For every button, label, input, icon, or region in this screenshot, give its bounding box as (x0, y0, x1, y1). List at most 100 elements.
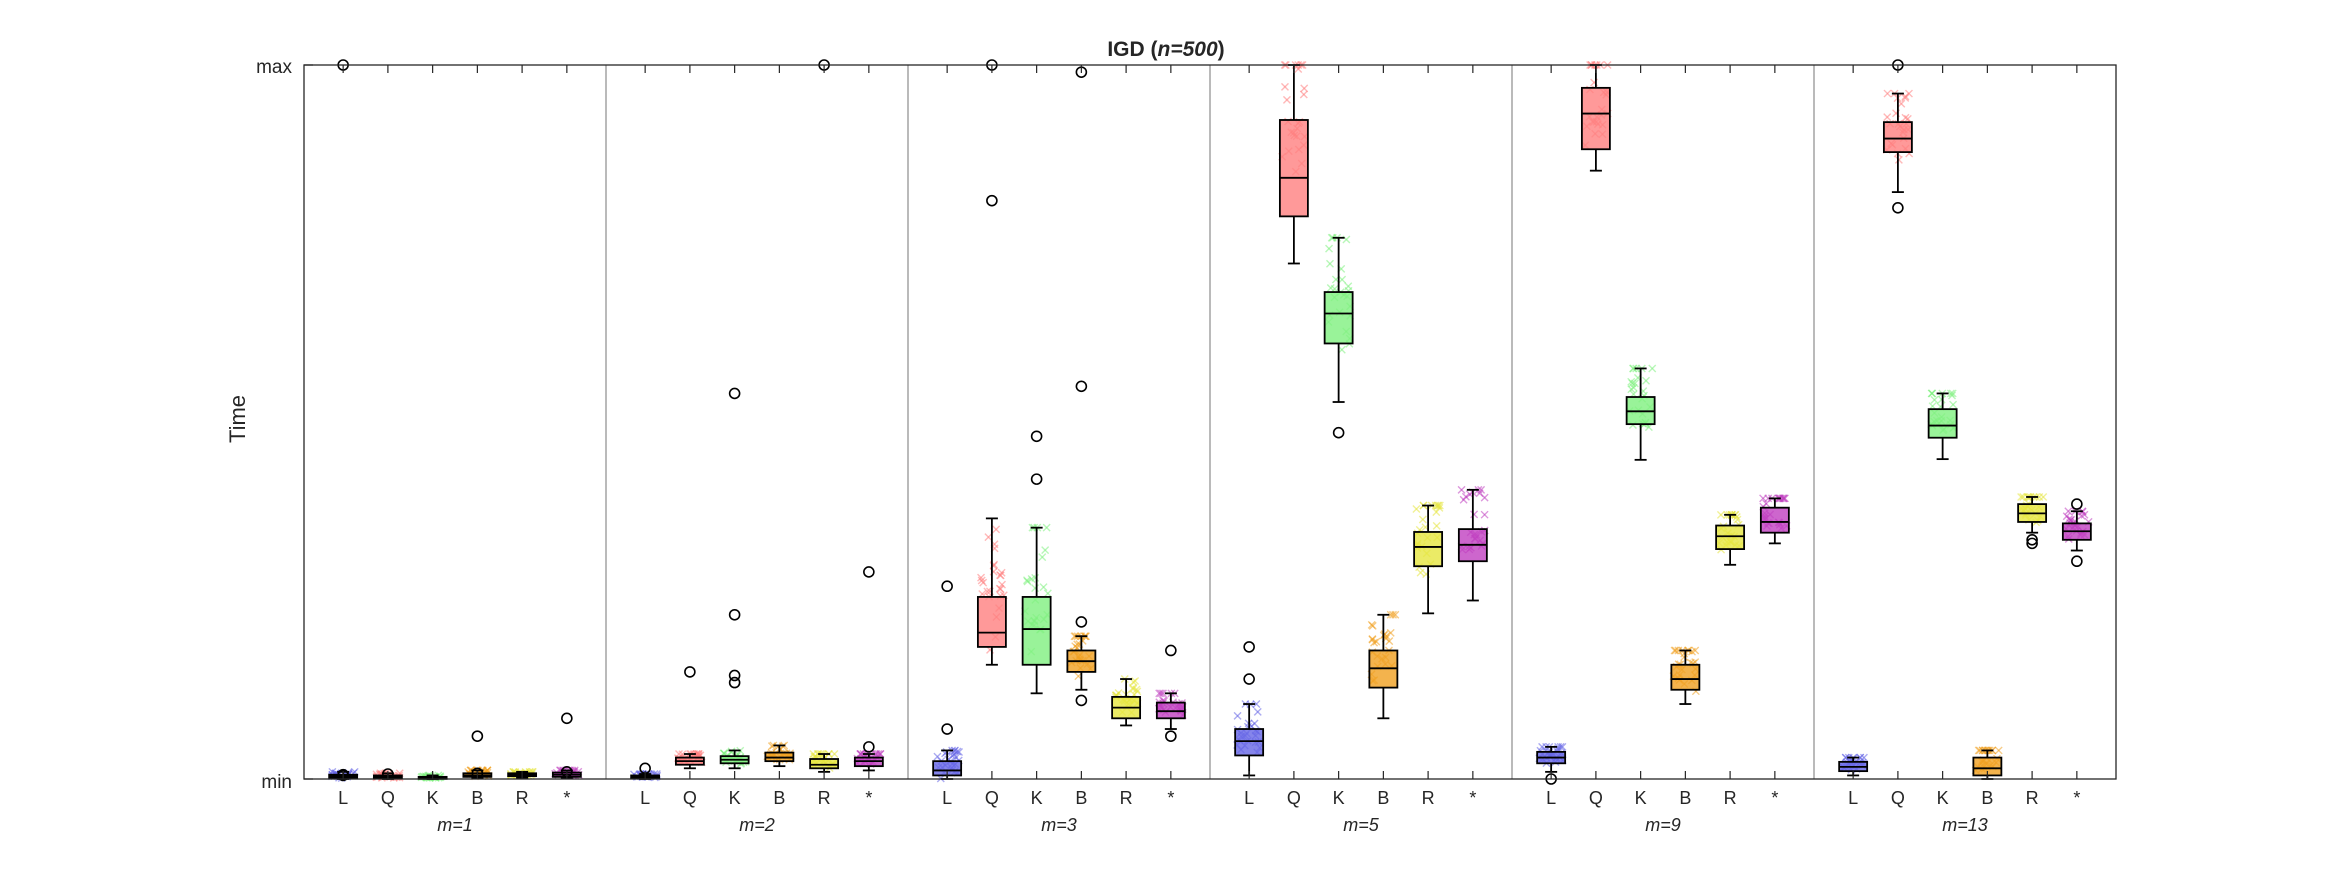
category-label: K (427, 788, 439, 808)
plot-frame (303, 64, 2117, 780)
y-tick-label-max: max (256, 57, 292, 78)
outlier-point (1243, 673, 1255, 685)
jitter-point (983, 587, 992, 596)
box (1021, 596, 1052, 666)
jitter-point (1023, 577, 1032, 586)
box (1759, 506, 1790, 534)
category-label: K (1937, 788, 1949, 808)
jitter-point (955, 748, 964, 757)
category-label: L (1546, 788, 1556, 808)
jitter-point (1680, 653, 1689, 662)
outlier-point (728, 608, 741, 621)
panel-label: m=3 (1041, 815, 1077, 835)
jitter-point (1994, 746, 2003, 755)
jitter-point (933, 752, 942, 761)
y-tick-label-min: min (261, 772, 292, 793)
category-label: * (1771, 788, 1778, 808)
jitter-point (1759, 494, 1768, 503)
jitter-point (1233, 711, 1242, 720)
category-label: R (516, 788, 529, 808)
outlier-point (863, 566, 875, 578)
jitter-point (767, 742, 776, 751)
outlier-point (1332, 426, 1345, 439)
jitter-point (1041, 546, 1050, 555)
jitter-point (1629, 364, 1638, 373)
category-label: B (1075, 788, 1087, 808)
jitter-point (1432, 508, 1441, 517)
outlier-point (471, 730, 484, 742)
category-label: K (1031, 788, 1043, 808)
jitter-point (1433, 501, 1442, 510)
jitter-point (1475, 489, 1484, 498)
outlier-point (941, 580, 953, 593)
jitter-point (876, 750, 885, 759)
y-axis-label: Time (225, 395, 250, 443)
jitter-point (1927, 389, 1936, 398)
outlier-point (728, 387, 741, 400)
jitter-point (1386, 610, 1395, 619)
outlier-point (337, 768, 349, 781)
panel-label: m=1 (437, 815, 473, 835)
outlier-point (2026, 537, 2038, 550)
jitter-point (856, 750, 865, 759)
box (1278, 119, 1309, 218)
jitter-point (1974, 746, 1983, 755)
jitter-point (1038, 553, 1047, 562)
category-label: K (1635, 788, 1647, 808)
jitter-point (1461, 492, 1470, 501)
jitter-point (977, 573, 986, 582)
category-label: R (818, 788, 831, 808)
outlier-point (2071, 498, 2083, 510)
jitter-point (2017, 492, 2026, 501)
jitter-point (1372, 637, 1381, 646)
jitter-point (2064, 507, 2073, 516)
jitter-point (1554, 742, 1563, 751)
category-label: * (1167, 788, 1174, 808)
panel-label: m=9 (1645, 815, 1681, 835)
category-label: B (471, 788, 483, 808)
jitter-point (1280, 82, 1289, 91)
jitter-point (1338, 275, 1347, 284)
jitter-point (1294, 64, 1303, 73)
jitter-point (1386, 628, 1395, 637)
jitter-point (1133, 687, 1142, 696)
outlier-point (728, 676, 741, 689)
outlier-point (1892, 202, 1904, 214)
jitter-point (1670, 646, 1679, 655)
category-label: L (1848, 788, 1858, 808)
outlier-point (561, 712, 573, 725)
category-label: B (1981, 788, 1993, 808)
category-label: * (2073, 788, 2080, 808)
jitter-point (1470, 510, 1479, 519)
category-label: L (338, 788, 348, 808)
panel-label: m=5 (1343, 815, 1380, 835)
category-label: Q (381, 788, 395, 808)
box (1323, 291, 1354, 345)
jitter-point (2080, 510, 2089, 519)
jitter-point (1253, 707, 1262, 716)
jitter-point (1300, 84, 1309, 93)
box (1882, 121, 1913, 154)
jitter-point (1344, 282, 1353, 291)
outlier-point (2071, 555, 2083, 568)
jitter-point (977, 576, 986, 585)
box (1670, 663, 1701, 691)
jitter-point (1070, 632, 1079, 641)
outlier-point (1075, 616, 1088, 628)
category-label: K (1333, 788, 1345, 808)
category-label: R (1422, 788, 1435, 808)
jitter-point (2039, 492, 2048, 501)
jitter-point (1325, 244, 1334, 253)
box (1715, 524, 1746, 550)
jitter-point (992, 525, 1001, 534)
box (809, 758, 840, 770)
box (1413, 531, 1444, 568)
jitter-point (1457, 485, 1466, 494)
jitter-point (1416, 568, 1425, 577)
jitter-point (1326, 283, 1335, 292)
jitter-point (984, 533, 993, 542)
jitter-point (1432, 521, 1441, 530)
category-label: Q (1891, 788, 1905, 808)
jitter-point (1156, 689, 1165, 698)
jitter-point (1367, 620, 1376, 629)
